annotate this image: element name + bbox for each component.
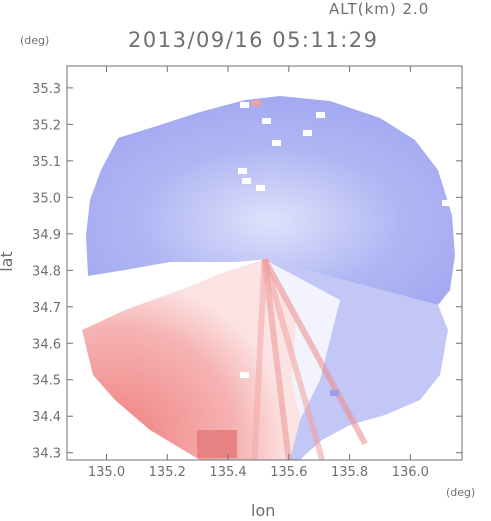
y-tick-label: 35.0 xyxy=(32,191,61,206)
echo-speckle xyxy=(252,100,261,106)
chart-title: 2013/09/16 05:11:29 xyxy=(128,28,379,52)
echo-speckle xyxy=(262,118,271,124)
plot-axes: 135.0 135.2 135.4 135.6 135.8 136.0 34.3 34.4 34… xyxy=(32,65,463,480)
x-tick-label: 135.4 xyxy=(209,465,246,480)
y-tick-label: 34.8 xyxy=(32,264,61,279)
y-tick-label: 35.1 xyxy=(32,155,61,170)
x-tick-label: 135.0 xyxy=(88,465,125,480)
x-axis-unit: (deg) xyxy=(446,486,476,499)
echo-speckle xyxy=(240,372,249,378)
echo-speckle xyxy=(240,102,249,108)
region-southwest-receding xyxy=(82,259,300,460)
echo-speckle xyxy=(330,390,339,396)
x-axis-label: lon xyxy=(251,501,276,520)
radar-echo-field xyxy=(82,96,455,460)
echo-streak xyxy=(251,259,268,460)
echo-streak xyxy=(261,258,292,460)
y-tick-label: 34.4 xyxy=(32,410,61,425)
y-tick-label: 35.3 xyxy=(32,82,61,97)
echo-speckle xyxy=(303,130,312,136)
y-axis-unit: (deg) xyxy=(20,34,50,47)
altitude-label: ALT(km) 2.0 xyxy=(329,0,430,18)
y-tick-label: 34.5 xyxy=(32,374,61,389)
x-tick-label: 135.2 xyxy=(149,465,186,480)
echo-speckle xyxy=(316,112,325,118)
y-tick-label: 34.3 xyxy=(32,447,61,462)
region-north-approaching xyxy=(86,96,455,305)
y-tick-label: 35.2 xyxy=(32,118,61,133)
echo-speckle xyxy=(442,200,451,206)
plot-frame xyxy=(66,65,463,461)
echo-streak xyxy=(261,258,326,460)
x-tick-label: 135.6 xyxy=(270,465,307,480)
echo-speckle xyxy=(256,185,265,191)
x-tick-label: 136.0 xyxy=(392,465,429,480)
region-zero-velocity xyxy=(264,259,340,420)
y-tick-label: 34.9 xyxy=(32,228,61,243)
echo-speckle xyxy=(272,140,281,146)
y-tick-label: 34.6 xyxy=(32,337,61,352)
echo-strong-patch xyxy=(197,430,237,458)
y-tick-label: 34.7 xyxy=(32,301,61,316)
x-tick-label: 135.8 xyxy=(331,465,368,480)
echo-speckle xyxy=(242,178,251,184)
echo-streak xyxy=(261,257,368,446)
echo-speckle xyxy=(238,168,247,174)
